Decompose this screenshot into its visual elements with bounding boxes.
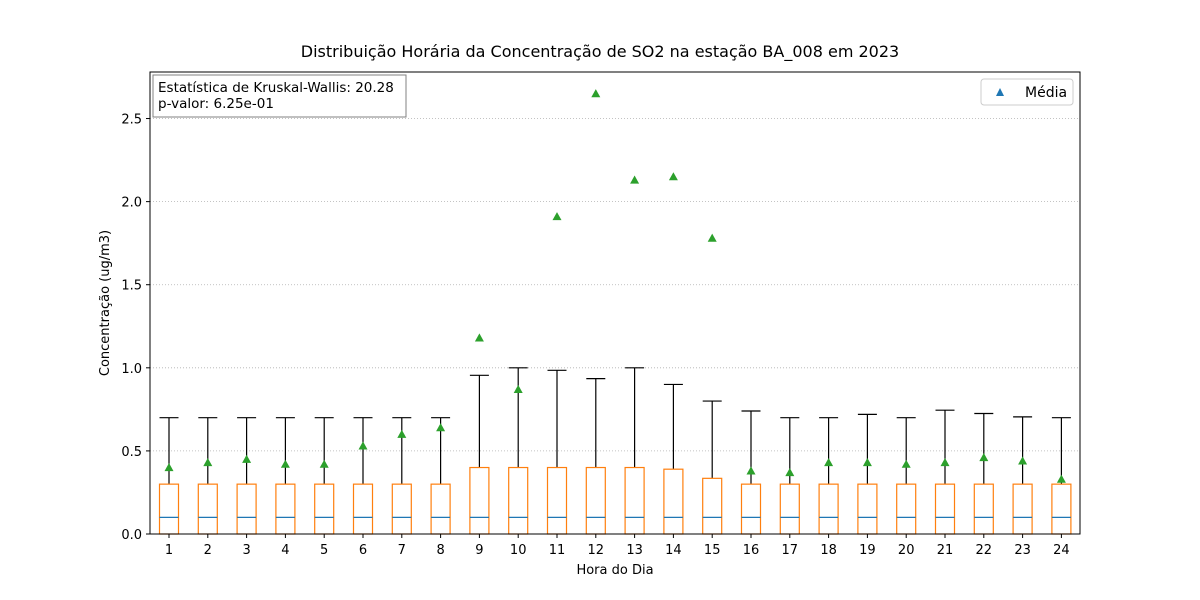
legend-box	[980, 78, 1074, 106]
mean-marker	[591, 89, 601, 98]
mean-marker	[242, 454, 252, 463]
legend: Média	[980, 78, 1074, 106]
x-tick-label: 10	[510, 543, 527, 558]
stats-pvalue-text: p-valor: 6.25e-01	[158, 96, 274, 112]
mean-marker	[280, 459, 290, 468]
x-tick-label: 16	[743, 543, 760, 558]
x-tick-label: 17	[782, 543, 799, 558]
x-tick-label: 9	[475, 543, 483, 558]
mean-marker	[397, 429, 407, 438]
x-tick-label: 21	[937, 543, 954, 558]
x-tick-label: 20	[898, 543, 915, 558]
y-tick-label: 0.5	[121, 445, 142, 460]
y-axis-label: Concentração (ug/m3)	[98, 230, 113, 376]
mean-marker	[901, 459, 911, 468]
y-axis: 0.0 0.5 1.0 1.5 2.0 2.5	[121, 113, 150, 543]
legend-label-mean: Média	[1025, 85, 1067, 101]
mean-marker	[630, 175, 640, 184]
mean-marker	[862, 458, 872, 467]
x-tick-label: 18	[820, 543, 837, 558]
mean-marker	[164, 463, 174, 472]
plot-frame	[149, 71, 1081, 535]
grid-lines	[150, 118, 1080, 452]
x-tick-label: 11	[549, 543, 566, 558]
box-hour-10	[508, 367, 529, 535]
x-axis-label: Hora do Dia	[576, 563, 653, 578]
mean-marker	[746, 466, 756, 475]
mean-marker	[824, 458, 834, 467]
mean-marker	[552, 212, 562, 221]
mean-marker	[1018, 456, 1028, 465]
mean-marker	[203, 458, 213, 467]
mean-marker	[436, 423, 446, 432]
box-hour-13	[624, 367, 645, 535]
x-tick-label: 4	[281, 543, 289, 558]
mean-marker	[319, 459, 329, 468]
y-tick-label: 1.0	[121, 362, 142, 377]
stats-kruskal-text: Estatística de Kruskal-Wallis: 20.28	[158, 80, 394, 96]
mean-marker	[707, 233, 717, 242]
x-tick-label: 24	[1053, 543, 1070, 558]
mean-marker	[785, 468, 795, 477]
x-tick-label: 22	[976, 543, 993, 558]
x-tick-label: 23	[1014, 543, 1031, 558]
y-tick-label: 0.0	[121, 528, 142, 543]
chart-title: Distribuição Horária da Concentração de …	[301, 42, 899, 62]
mean-marker	[979, 453, 989, 462]
mean-marker	[513, 384, 523, 394]
legend-triangle-marker	[996, 88, 1004, 96]
x-tick-label: 14	[665, 543, 682, 558]
stats-annotation-box	[152, 74, 407, 118]
x-tick-label: 6	[359, 543, 367, 558]
x-tick-label: 13	[626, 543, 643, 558]
mean-marker	[358, 441, 368, 450]
x-tick-label: 19	[859, 543, 876, 558]
x-tick-label: 7	[398, 543, 406, 558]
x-tick-label: 12	[588, 543, 605, 558]
mean-marker	[668, 172, 678, 181]
y-tick-label: 2.0	[121, 196, 142, 211]
y-tick-label: 1.5	[121, 279, 142, 294]
x-tick-label: 8	[436, 543, 444, 558]
mean-marker	[1056, 474, 1066, 483]
y-tick-label: 2.5	[121, 113, 142, 128]
stats-annotation: Estatística de Kruskal-Wallis: 20.28 p-v…	[152, 74, 407, 118]
x-tick-label: 2	[204, 543, 212, 558]
mean-marker	[940, 458, 950, 467]
box-hour-14	[663, 383, 684, 535]
x-axis: 1 2 3 4 5 6 7 8 9 10 11 12 13 14 15 16 17 18 19 20 21 22 23 24	[165, 534, 1070, 558]
box-hour-4	[275, 417, 296, 535]
x-tick-label: 3	[242, 543, 250, 558]
x-tick-label: 1	[165, 543, 173, 558]
mean-markers	[164, 89, 1066, 483]
x-tick-label: 15	[704, 543, 721, 558]
mean-marker	[474, 333, 484, 342]
box-hour-9	[469, 374, 490, 535]
x-tick-label: 5	[320, 543, 328, 558]
